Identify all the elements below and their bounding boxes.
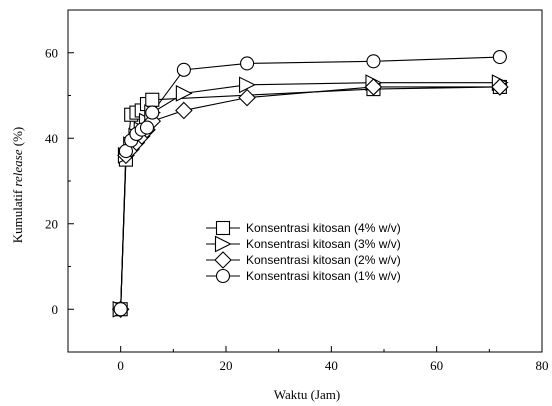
x-tick-label: 20 bbox=[220, 358, 233, 373]
x-tick-label: 80 bbox=[536, 358, 549, 373]
data-point-diamond bbox=[364, 78, 383, 96]
y-tick-label: 60 bbox=[45, 45, 58, 60]
legend-entry: Konsentrasi kitosan (1% w/v) bbox=[206, 268, 401, 284]
legend-marker-diamond bbox=[214, 251, 232, 269]
legend-entry: Konsentrasi kitosan (3% w/v) bbox=[206, 235, 401, 253]
y-tick-label: 20 bbox=[45, 216, 58, 231]
legend-marker-triangle-right bbox=[214, 235, 232, 253]
legend-marker-circle bbox=[215, 268, 231, 284]
data-point-diamond bbox=[491, 78, 509, 96]
data-point-diamond bbox=[238, 88, 256, 107]
series-layer bbox=[111, 49, 509, 319]
data-point-circle bbox=[176, 62, 191, 77]
legend-label: Konsentrasi kitosan (1% w/v) bbox=[246, 269, 401, 283]
data-point-triangle-right bbox=[239, 76, 256, 94]
legend-label: Konsentrasi kitosan (4% w/v) bbox=[246, 221, 401, 235]
data-point-circle bbox=[139, 120, 155, 135]
x-tick-label: 60 bbox=[430, 358, 443, 373]
x-tick-label: 0 bbox=[117, 358, 124, 373]
series-markers-4 bbox=[113, 49, 507, 317]
data-point-circle bbox=[113, 302, 128, 317]
y-axis-label: Kumulatif release (%) bbox=[10, 127, 25, 244]
legend: Konsentrasi kitosan (4% w/v) Konsentrasi … bbox=[206, 220, 401, 284]
data-point-circle bbox=[240, 56, 255, 71]
y-axis-label-prefix: Kumulatif bbox=[10, 187, 25, 244]
legend-entry: Konsentrasi kitosan (4% w/v) bbox=[206, 220, 401, 236]
legend-label: Konsentrasi kitosan (3% w/v) bbox=[246, 237, 401, 251]
data-point-circle bbox=[145, 105, 160, 120]
x-tick-label: 40 bbox=[325, 358, 338, 373]
legend-marker-square bbox=[215, 220, 231, 236]
legend-label: Konsentrasi kitosan (2% w/v) bbox=[246, 253, 401, 267]
plot-frame bbox=[67, 9, 543, 353]
data-point-triangle-right bbox=[175, 84, 193, 102]
data-point-circle bbox=[366, 54, 381, 69]
axes: 0 20 40 60 80 0 20 40 60 bbox=[45, 9, 549, 373]
x-axis-label: Waktu (Jam) bbox=[274, 387, 340, 402]
data-point-diamond bbox=[175, 101, 193, 120]
legend-entry: Konsentrasi kitosan (2% w/v) bbox=[206, 251, 401, 269]
y-tick-label: 0 bbox=[52, 302, 59, 317]
y-axis-label-suffix: (%) bbox=[10, 127, 25, 150]
data-point-circle bbox=[492, 49, 507, 65]
y-axis-label-italic: release bbox=[10, 149, 25, 186]
data-point-square bbox=[145, 92, 160, 107]
y-tick-label: 40 bbox=[45, 131, 58, 146]
